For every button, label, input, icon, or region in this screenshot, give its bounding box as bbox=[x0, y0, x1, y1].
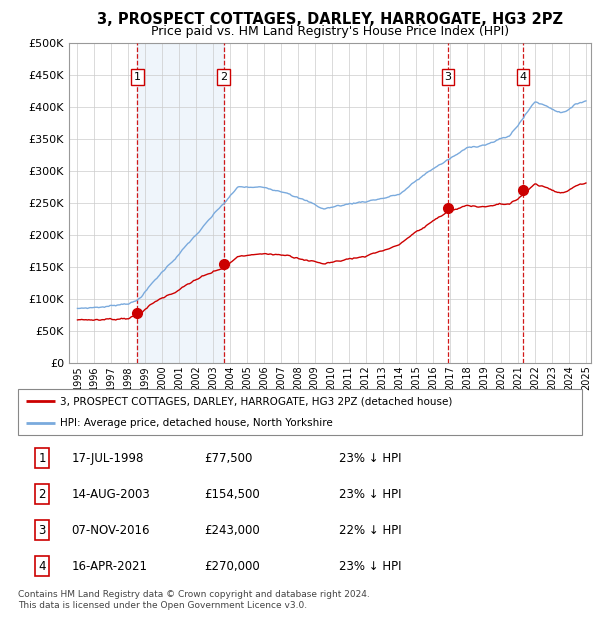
Bar bbox=[137, 43, 224, 363]
Text: £270,000: £270,000 bbox=[204, 560, 260, 572]
Text: 23% ↓ HPI: 23% ↓ HPI bbox=[340, 488, 402, 500]
Text: 3, PROSPECT COTTAGES, DARLEY, HARROGATE, HG3 2PZ (detached house): 3, PROSPECT COTTAGES, DARLEY, HARROGATE,… bbox=[60, 396, 452, 406]
Text: 23% ↓ HPI: 23% ↓ HPI bbox=[340, 452, 402, 464]
Text: £77,500: £77,500 bbox=[204, 452, 253, 464]
Text: 3: 3 bbox=[444, 72, 451, 82]
Text: 2: 2 bbox=[220, 72, 227, 82]
Text: 16-APR-2021: 16-APR-2021 bbox=[71, 560, 148, 572]
Text: Price paid vs. HM Land Registry's House Price Index (HPI): Price paid vs. HM Land Registry's House … bbox=[151, 25, 509, 37]
Text: 3: 3 bbox=[38, 524, 46, 536]
Text: 14-AUG-2003: 14-AUG-2003 bbox=[71, 488, 151, 500]
Text: 3, PROSPECT COTTAGES, DARLEY, HARROGATE, HG3 2PZ: 3, PROSPECT COTTAGES, DARLEY, HARROGATE,… bbox=[97, 12, 563, 27]
Text: £154,500: £154,500 bbox=[204, 488, 260, 500]
Text: 22% ↓ HPI: 22% ↓ HPI bbox=[340, 524, 402, 536]
Text: Contains HM Land Registry data © Crown copyright and database right 2024.
This d: Contains HM Land Registry data © Crown c… bbox=[18, 590, 370, 609]
Text: 1: 1 bbox=[134, 72, 141, 82]
Text: 07-NOV-2016: 07-NOV-2016 bbox=[71, 524, 150, 536]
Text: 4: 4 bbox=[38, 560, 46, 572]
Text: £243,000: £243,000 bbox=[204, 524, 260, 536]
Text: 1: 1 bbox=[38, 452, 46, 464]
Text: 4: 4 bbox=[520, 72, 527, 82]
Text: 2: 2 bbox=[38, 488, 46, 500]
Text: HPI: Average price, detached house, North Yorkshire: HPI: Average price, detached house, Nort… bbox=[60, 418, 333, 428]
Text: 17-JUL-1998: 17-JUL-1998 bbox=[71, 452, 144, 464]
FancyBboxPatch shape bbox=[18, 389, 582, 435]
Text: 23% ↓ HPI: 23% ↓ HPI bbox=[340, 560, 402, 572]
